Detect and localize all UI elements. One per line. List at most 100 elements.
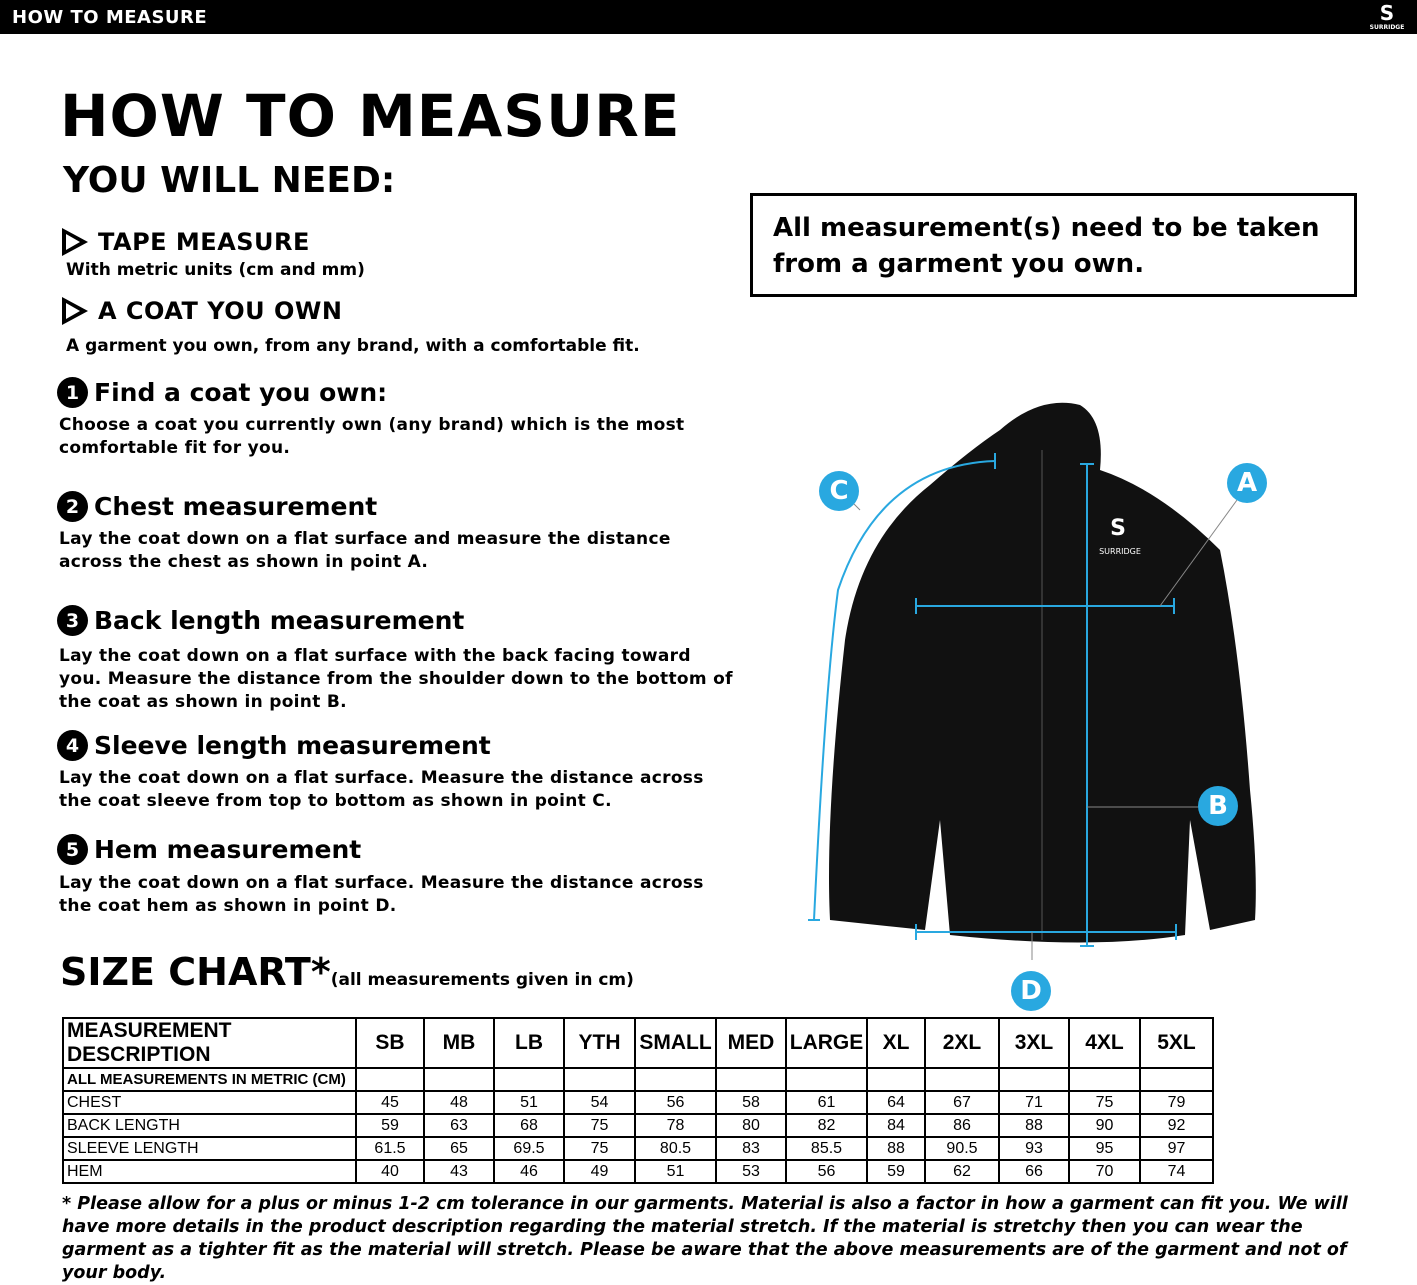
table-cell: 68 — [493, 1113, 565, 1138]
point-d-badge: D — [1011, 971, 1051, 1011]
step-5-heading: 5 Hem measurement — [57, 834, 361, 865]
table-cell: 46 — [493, 1159, 565, 1184]
step-1-heading: 1 Find a coat you own: — [57, 377, 387, 408]
table-cell: 45 — [355, 1090, 425, 1115]
jacket-diagram: S SURRIDGE — [808, 402, 1256, 960]
table-cell: 78 — [634, 1113, 717, 1138]
step-3-desc: Lay the coat down on a flat surface with… — [59, 646, 733, 712]
table-cell: 88 — [998, 1113, 1070, 1138]
play-arrow-icon — [62, 228, 88, 256]
table-cell: 66 — [998, 1159, 1070, 1184]
table-row: HEM 40 43 46 49 51 53 56 59 62 66 70 74 — [62, 1159, 1214, 1184]
table-cell: 61 — [785, 1090, 868, 1115]
table-row: BACK LENGTH 59 63 68 75 78 80 82 84 86 88 90 92 — [62, 1113, 1214, 1138]
table-cell: 40 — [355, 1159, 425, 1184]
step-5-desc: Lay the coat down on a flat surface. Mea… — [59, 873, 704, 916]
column-header: 5XL — [1139, 1017, 1214, 1069]
table-cell: 71 — [998, 1090, 1070, 1115]
svg-text:SURRIDGE: SURRIDGE — [1099, 547, 1141, 556]
table-cell: 75 — [1068, 1090, 1141, 1115]
table-cell: 51 — [634, 1159, 717, 1184]
column-header: 2XL — [924, 1017, 1000, 1069]
row-label: SLEEVE LENGTH — [62, 1136, 357, 1161]
column-header: 4XL — [1068, 1017, 1141, 1069]
table-cell: 59 — [355, 1113, 425, 1138]
size-chart-note: (all measurements given in cm) — [330, 970, 634, 990]
play-arrow-icon — [62, 297, 88, 325]
table-cell: 86 — [924, 1113, 1000, 1138]
table-cell: 63 — [423, 1113, 495, 1138]
table-cell: 75 — [563, 1136, 636, 1161]
table-cell: 82 — [785, 1113, 868, 1138]
table-cell: 90 — [1068, 1113, 1141, 1138]
table-cell: 62 — [924, 1159, 1000, 1184]
footnote: * Please allow for a plus or minus 1-2 c… — [62, 1194, 1348, 1283]
column-header: MEASUREMENT DESCRIPTION — [62, 1017, 357, 1069]
page-title: HOW TO MEASURE — [60, 82, 681, 150]
column-header: YTH — [563, 1017, 636, 1069]
table-cell: 75 — [563, 1113, 636, 1138]
table-cell: 65 — [423, 1136, 495, 1161]
top-bar-title: HOW TO MEASURE — [12, 7, 208, 28]
table-cell: 43 — [423, 1159, 495, 1184]
point-b-badge: B — [1198, 786, 1238, 826]
you-will-need-heading: YOU WILL NEED: — [63, 160, 396, 201]
table-cell: 95 — [1068, 1136, 1141, 1161]
table-cell: 97 — [1139, 1136, 1214, 1161]
table-cell: 83 — [715, 1136, 787, 1161]
need-coat: A COAT YOU OWN — [62, 297, 342, 325]
column-header: 3XL — [998, 1017, 1070, 1069]
column-header: LARGE — [785, 1017, 868, 1069]
table-cell: 56 — [785, 1159, 868, 1184]
table-cell: 93 — [998, 1136, 1070, 1161]
column-header: MED — [715, 1017, 787, 1069]
table-cell: 64 — [866, 1090, 926, 1115]
table-cell: 59 — [866, 1159, 926, 1184]
step-4-desc: Lay the coat down on a flat surface. Mea… — [59, 768, 704, 811]
row-label: BACK LENGTH — [62, 1113, 357, 1138]
point-a-badge: A — [1227, 463, 1267, 503]
table-cell: 70 — [1068, 1159, 1141, 1184]
table-cell: 92 — [1139, 1113, 1214, 1138]
step-1-desc: Choose a coat you currently own (any bra… — [59, 415, 685, 458]
table-cell: 80 — [715, 1113, 787, 1138]
table-cell: 48 — [423, 1090, 495, 1115]
table-cell: 90.5 — [924, 1136, 1000, 1161]
table-cell: 61.5 — [355, 1136, 425, 1161]
table-cell: 56 — [634, 1090, 717, 1115]
table-cell: 84 — [866, 1113, 926, 1138]
table-row: SLEEVE LENGTH 61.5 65 69.5 75 80.5 83 85.5 88 90.… — [62, 1136, 1214, 1161]
table-cell: 79 — [1139, 1090, 1214, 1115]
table-cell: 58 — [715, 1090, 787, 1115]
row-label: CHEST — [62, 1090, 357, 1115]
svg-text:S: S — [1110, 516, 1126, 541]
size-chart-title: SIZE CHART*(all measurements given in cm… — [60, 950, 634, 994]
top-bar: HOW TO MEASURE S SURRIDGE — [0, 0, 1417, 34]
table-subheader-row: ALL MEASUREMENTS IN METRIC (CM) — [62, 1067, 1214, 1092]
table-row: CHEST 45 48 51 54 56 58 61 64 67 71 75 79 — [62, 1090, 1214, 1115]
step-4-heading: 4 Sleeve length measurement — [57, 730, 491, 761]
surridge-logo: S SURRIDGE — [1369, 1, 1405, 31]
point-c-badge: C — [819, 471, 859, 511]
need-tape-desc: With metric units (cm and mm) — [66, 260, 365, 280]
row-label: HEM — [62, 1159, 357, 1184]
table-cell: 74 — [1139, 1159, 1214, 1184]
subheader-cell: ALL MEASUREMENTS IN METRIC (CM) — [62, 1067, 357, 1092]
table-cell: 80.5 — [634, 1136, 717, 1161]
table-cell: 53 — [715, 1159, 787, 1184]
table-cell: 85.5 — [785, 1136, 868, 1161]
column-header: SMALL — [634, 1017, 717, 1069]
need-coat-desc: A garment you own, from any brand, with … — [66, 336, 640, 356]
step-2-desc: Lay the coat down on a flat surface and … — [59, 529, 671, 572]
column-header: LB — [493, 1017, 565, 1069]
column-header: XL — [866, 1017, 926, 1069]
step-2-heading: 2 Chest measurement — [57, 491, 377, 522]
table-cell: 69.5 — [493, 1136, 565, 1161]
table-cell: 49 — [563, 1159, 636, 1184]
table-cell: 67 — [924, 1090, 1000, 1115]
table-cell: 54 — [563, 1090, 636, 1115]
need-tape-measure: TAPE MEASURE — [62, 228, 310, 256]
step-3-heading: 3 Back length measurement — [57, 605, 464, 636]
notice-box: All measurement(s) need to be taken from… — [750, 193, 1357, 297]
size-chart-table: MEASUREMENT DESCRIPTION SB MB LB YTH SMALL MED… — [62, 1017, 1214, 1184]
